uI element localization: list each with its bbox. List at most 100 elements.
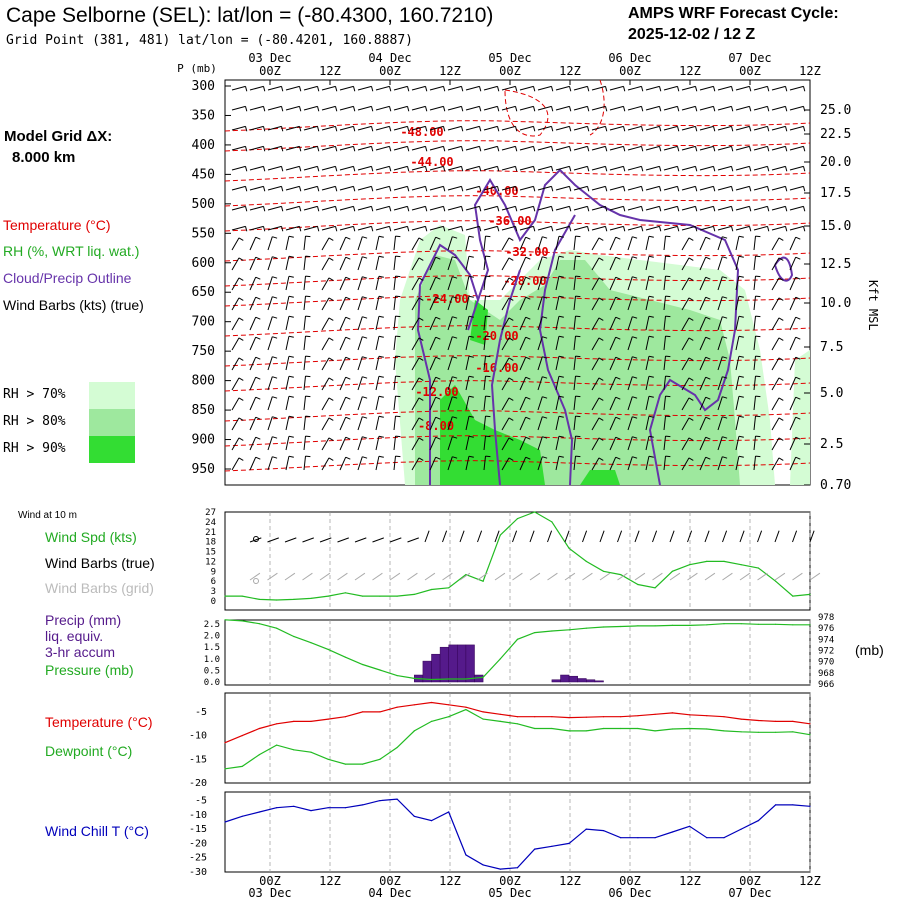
wind-barb-flag — [778, 297, 784, 301]
wind-barb-flag — [641, 146, 644, 152]
dewpoint-line-point — [775, 731, 777, 733]
wind-barb-flag — [551, 106, 554, 112]
wind-barb-shaft — [627, 296, 633, 311]
wind-barb-flag — [378, 235, 384, 238]
wind-barb-flag — [525, 376, 531, 380]
wind-barb-shaft — [591, 397, 600, 411]
wind-barb-shaft — [681, 145, 696, 151]
wind-barb-shaft — [303, 145, 318, 151]
dewpoint-line-point — [551, 727, 553, 730]
wind-barb-flag — [731, 166, 734, 172]
wind-barb-flag — [648, 435, 654, 438]
wind-barb-shaft — [285, 185, 300, 191]
wind-barb-flag — [452, 396, 458, 399]
wind-barb-flag — [755, 275, 761, 278]
wind-barb-shaft — [789, 125, 804, 131]
wind-barb-shaft — [267, 85, 282, 91]
wind-barb-flag — [255, 436, 261, 440]
wind-barb-shaft — [645, 396, 650, 411]
pressure-tick-label: 600 — [192, 256, 215, 271]
wind-barb-flag — [605, 206, 608, 212]
wind-barb-flag — [317, 146, 320, 152]
wind-barb-flag — [345, 436, 351, 440]
wind-barb-shaft — [609, 376, 617, 391]
wind-barb-flag — [677, 126, 680, 132]
wind-barb-grid — [739, 572, 751, 581]
wind-barb-flag — [558, 355, 564, 358]
wind-barb-flag — [542, 436, 548, 439]
wind-barb-flag — [255, 456, 261, 460]
wind-barb-shaft — [465, 396, 470, 411]
wind-barb-flag — [345, 376, 351, 380]
wind-barb-shaft — [465, 145, 480, 151]
wind-barb-flag — [525, 356, 531, 360]
wind-barb-shaft — [249, 85, 264, 91]
wind-barb-shaft — [249, 316, 257, 331]
wind-barb-shaft — [609, 296, 617, 311]
wind-barb-shaft — [285, 296, 290, 311]
wind-barb-flag — [795, 236, 801, 240]
wind-barb-shaft — [393, 205, 408, 211]
wind-barb-flag — [395, 355, 401, 358]
isotherm-13 — [224, 460, 811, 472]
pressure-line-point — [585, 627, 587, 629]
wind-speed-line-point — [241, 595, 243, 597]
wind-barb-flag — [395, 395, 401, 398]
dewpoint-line-point — [224, 768, 226, 770]
wind-barb-flag — [785, 86, 788, 92]
wind-barb-shaft — [519, 336, 527, 351]
wind-barb-flag — [587, 206, 590, 212]
wind-barb-flag — [755, 415, 761, 418]
wind-barb-shaft — [627, 125, 642, 131]
pressure-line-point — [775, 623, 777, 625]
wind-barb-shaft — [285, 336, 290, 351]
wind-barb-flag — [305, 315, 311, 318]
wind-barb-shaft — [375, 236, 380, 251]
wind-barb-flag — [263, 226, 266, 232]
wind-barb-flag — [371, 166, 374, 172]
wind-barb-shaft — [699, 456, 707, 471]
wind-barb-shaft — [411, 205, 426, 211]
wind-barb-flag — [238, 297, 244, 301]
wind-barb-flag — [335, 126, 338, 132]
wind-barb-true — [267, 537, 279, 543]
wind-barb-shaft — [501, 205, 516, 211]
wind-barb-shaft — [267, 316, 273, 331]
wind-barb-flag — [677, 166, 680, 172]
wind-barb-flag — [785, 106, 788, 112]
dewpoint-line-point — [396, 746, 398, 749]
wind-barb-shaft — [663, 396, 666, 411]
wind-barb-true — [617, 530, 623, 543]
wind-barb-shaft — [483, 356, 486, 371]
wind-barb-flag — [605, 226, 608, 232]
wind-barb-grid — [809, 572, 821, 581]
wind-barb-true — [669, 530, 675, 543]
wind-barb-flag — [587, 86, 590, 92]
wind-speed-tick-label: 24 — [205, 518, 216, 528]
wind-barb-flag — [263, 146, 266, 152]
wind-barb-flag — [778, 277, 784, 281]
pressure-right-tick-label: 976 — [818, 624, 834, 634]
temp-tick-label: -5 — [195, 707, 207, 718]
pressure-tick-label: 650 — [192, 285, 215, 300]
dewpoint-line-point — [757, 731, 760, 733]
wind-barb-shaft — [555, 296, 560, 311]
wind-barb-flag — [641, 126, 644, 132]
wind-barb-flag — [255, 416, 261, 420]
wind-chill-line-point — [585, 828, 587, 830]
wind-barb-flag — [452, 276, 458, 279]
wind-barb-flag — [558, 315, 564, 318]
wind-barb-shaft — [555, 236, 560, 251]
wind-barb-shaft — [321, 185, 336, 191]
pressure-tick-label: 800 — [192, 374, 215, 389]
wind-barb-flag — [281, 106, 284, 112]
wind-barb-shaft — [735, 165, 750, 171]
wind-barb-flag — [443, 106, 446, 112]
wind-barb-flag — [677, 106, 680, 112]
pressure-line — [224, 619, 810, 681]
wind-barb-shaft — [231, 185, 246, 191]
wind-chill-line-point — [293, 805, 295, 807]
wind-barb-shaft — [375, 145, 390, 151]
wind-barb-shaft — [789, 416, 797, 431]
wind-barb-grid — [319, 572, 331, 581]
